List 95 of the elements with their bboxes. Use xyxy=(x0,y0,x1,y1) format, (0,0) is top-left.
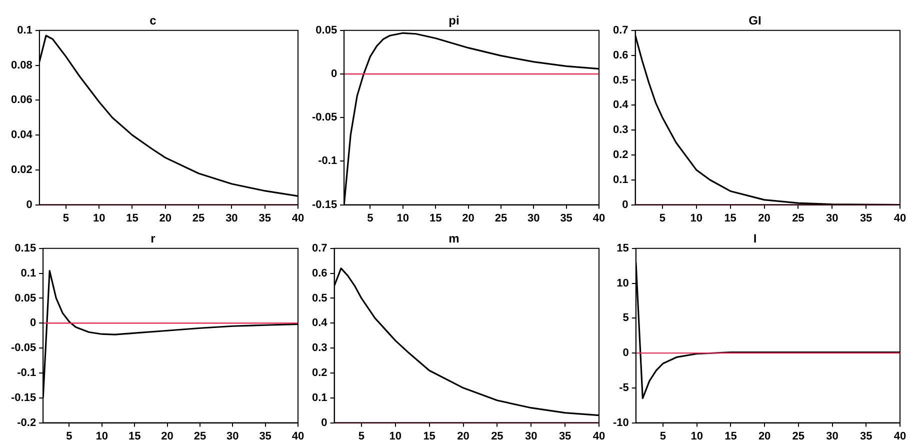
y-tick-label: 0.5 xyxy=(612,74,628,86)
x-tick-label: 15 xyxy=(126,212,138,224)
x-tick-label: 25 xyxy=(194,430,206,442)
y-tick-label: 0.05 xyxy=(316,24,338,36)
x-tick-label: 5 xyxy=(62,212,69,224)
y-tick-label: -0.1 xyxy=(17,367,36,380)
y-tick-label: 0.04 xyxy=(10,129,34,142)
y-tick-label: 0.7 xyxy=(612,24,628,36)
y-tick-label: 10 xyxy=(616,277,629,290)
y-tick-label: 0.7 xyxy=(312,242,328,254)
x-tick-label: 20 xyxy=(758,212,770,224)
x-tick-label: 20 xyxy=(159,212,172,224)
y-tick-label: 0.2 xyxy=(312,367,328,380)
x-tick-label: 35 xyxy=(860,430,872,442)
y-tick-label: 0.1 xyxy=(17,24,32,36)
y-tick-label: 0.6 xyxy=(612,49,628,62)
x-tick-label: 30 xyxy=(826,212,838,224)
y-tick-label: -0.05 xyxy=(312,112,338,124)
y-tick-label: 0.06 xyxy=(10,94,32,106)
x-tick-label: 35 xyxy=(860,212,872,224)
y-tick-label: 0.15 xyxy=(14,242,36,254)
x-tick-label: 25 xyxy=(491,430,504,442)
y-tick-label: 0.2 xyxy=(612,149,628,162)
y-tick-label: 0 xyxy=(321,416,328,429)
chart-title: m xyxy=(448,232,460,246)
y-tick-label: 0 xyxy=(30,317,36,330)
x-tick-label: 20 xyxy=(161,430,174,442)
x-tick-label: 10 xyxy=(690,212,703,224)
chart-title: r xyxy=(150,232,156,246)
chart-title: I xyxy=(753,232,757,246)
y-tick-label: -0.2 xyxy=(17,416,36,429)
x-tick-label: 20 xyxy=(457,430,470,442)
x-tick-label: 40 xyxy=(894,212,906,224)
y-tick-label: 0.3 xyxy=(612,124,628,136)
x-tick-label: 35 xyxy=(258,212,271,224)
x-tick-label: 30 xyxy=(226,212,238,224)
x-tick-label: 5 xyxy=(367,212,374,224)
x-tick-label: 35 xyxy=(560,212,572,224)
x-tick-label: 5 xyxy=(358,430,365,442)
chart-title: GI xyxy=(748,14,762,28)
y-tick-label: 5 xyxy=(622,312,629,324)
x-tick-label: 25 xyxy=(792,430,805,442)
x-tick-label: 25 xyxy=(192,212,205,224)
x-tick-label: 10 xyxy=(690,430,703,442)
x-tick-label: 35 xyxy=(558,430,572,442)
y-tick-label: 0.1 xyxy=(20,267,36,280)
y-tick-label: 0.02 xyxy=(10,164,32,176)
x-tick-label: 10 xyxy=(92,212,106,224)
y-tick-label: -0.15 xyxy=(312,198,338,211)
x-tick-label: 40 xyxy=(592,430,606,442)
y-tick-label: 0.05 xyxy=(14,292,36,304)
y-tick-label: 0.4 xyxy=(312,317,328,330)
y-tick-label: 0.08 xyxy=(10,59,32,72)
y-tick-label: 0.5 xyxy=(312,292,328,304)
y-tick-label: -10 xyxy=(612,416,629,429)
chart-title: pi xyxy=(448,14,460,28)
x-tick-label: 30 xyxy=(226,430,239,442)
x-tick-label: 20 xyxy=(758,430,771,442)
y-tick-label: -0.15 xyxy=(10,392,36,404)
x-tick-label: 15 xyxy=(724,212,736,224)
x-tick-label: 10 xyxy=(96,430,108,442)
x-tick-label: 5 xyxy=(660,430,666,442)
y-tick-label: 0 xyxy=(330,68,338,80)
x-tick-label: 25 xyxy=(494,212,508,224)
x-tick-label: 5 xyxy=(659,212,666,224)
x-tick-label: 5 xyxy=(66,430,72,442)
y-tick-label: -0.1 xyxy=(318,155,338,168)
x-tick-label: 30 xyxy=(528,212,540,224)
x-tick-label: 40 xyxy=(292,212,304,224)
x-tick-label: 40 xyxy=(292,430,304,442)
x-tick-label: 15 xyxy=(724,430,737,442)
y-tick-label: -0.05 xyxy=(10,342,36,354)
y-tick-label: 15 xyxy=(616,242,629,254)
y-tick-label: 0.1 xyxy=(612,174,628,186)
x-tick-label: 40 xyxy=(592,212,606,224)
y-tick-label: -5 xyxy=(619,382,629,394)
x-tick-label: 40 xyxy=(894,430,906,442)
y-tick-label: 0 xyxy=(622,347,629,360)
x-tick-label: 10 xyxy=(389,430,402,442)
x-tick-label: 30 xyxy=(826,430,838,442)
y-tick-label: 0.6 xyxy=(312,267,328,280)
x-tick-label: 15 xyxy=(423,430,436,442)
y-tick-label: 0.3 xyxy=(312,342,328,354)
y-tick-label: 0.4 xyxy=(612,99,630,112)
y-tick-label: 0.1 xyxy=(312,392,328,404)
x-tick-label: 35 xyxy=(259,430,272,442)
y-tick-label: 0 xyxy=(26,198,32,211)
x-tick-label: 15 xyxy=(128,430,141,442)
y-tick-label: 0 xyxy=(622,198,628,211)
x-tick-label: 15 xyxy=(429,212,442,224)
x-tick-label: 25 xyxy=(792,212,804,224)
x-tick-label: 30 xyxy=(525,430,538,442)
x-tick-label: 10 xyxy=(396,212,410,224)
chart-title: c xyxy=(150,14,157,28)
x-tick-label: 20 xyxy=(462,212,474,224)
